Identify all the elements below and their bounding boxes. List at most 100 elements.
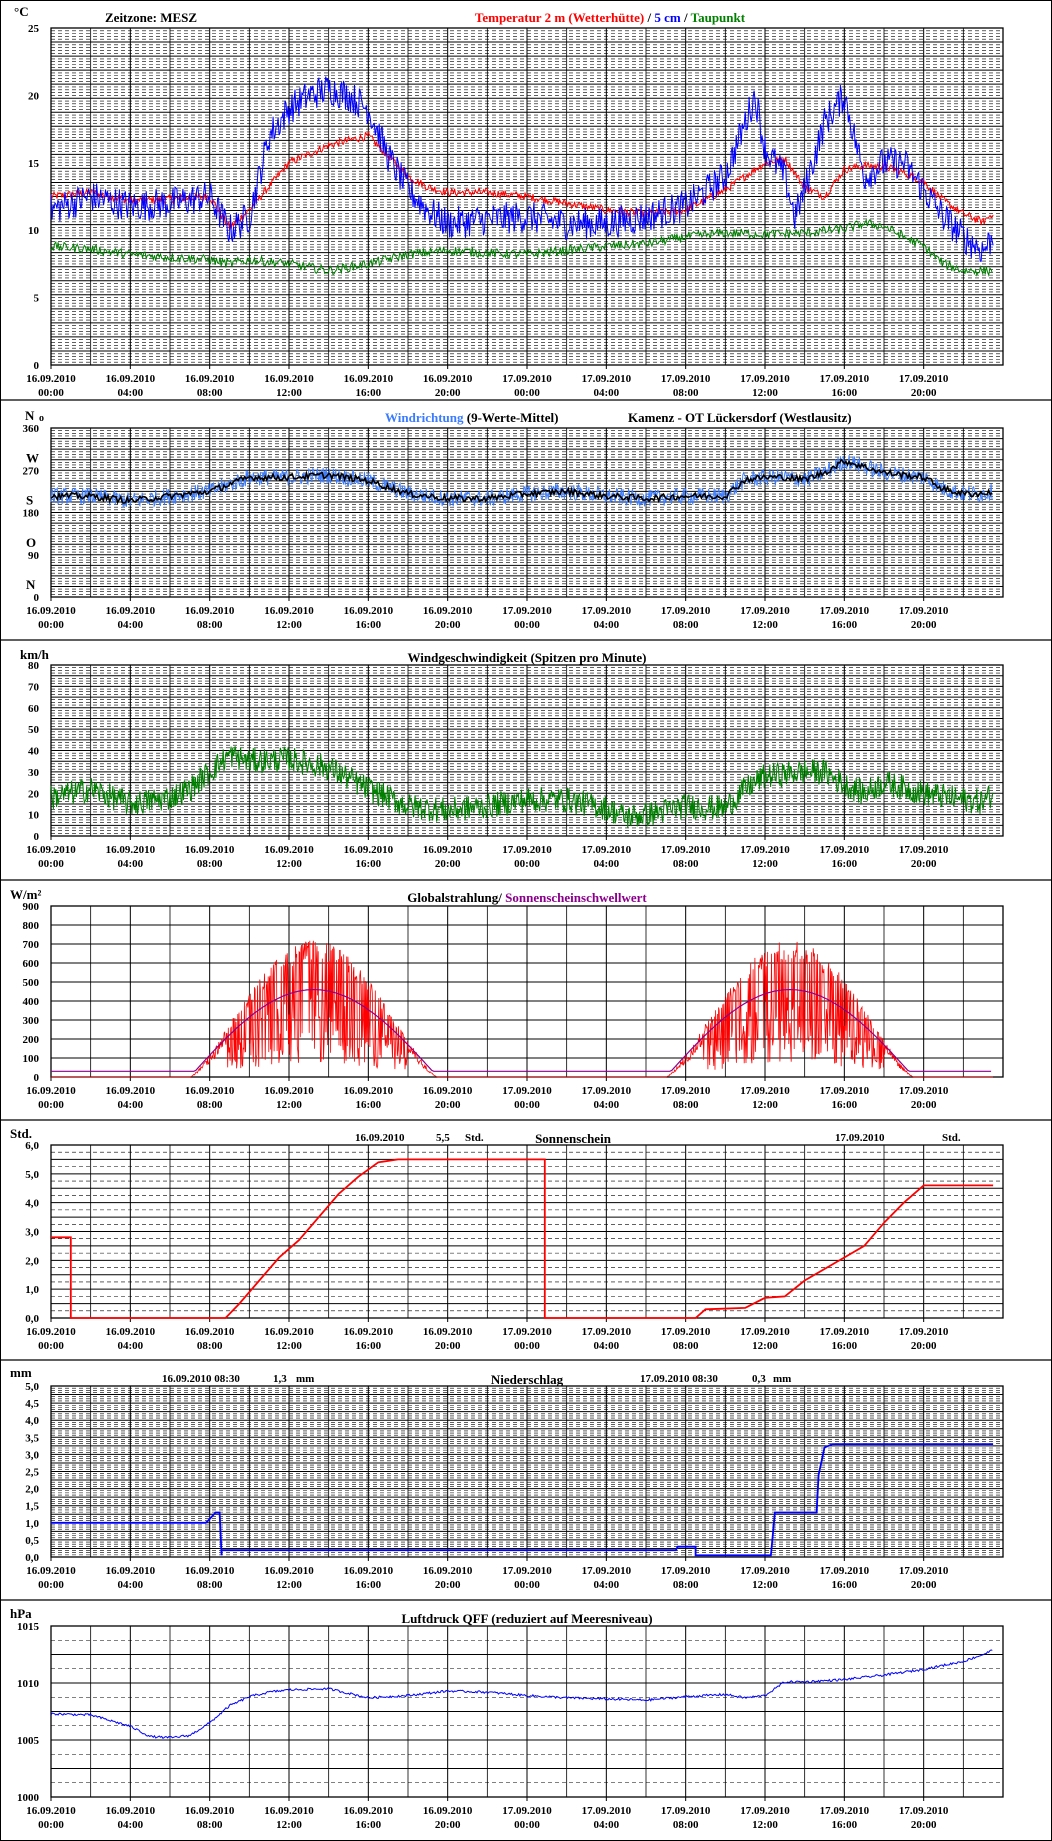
radiation-x-tick-date: 17.09.2010 bbox=[740, 1085, 790, 1097]
sunshine-x-tick-time: 16:00 bbox=[831, 1340, 857, 1352]
temp-y-tick-label: 5 bbox=[34, 293, 40, 305]
sunshine-x-tick-time: 04:00 bbox=[117, 1340, 143, 1352]
winddir-y-tick-label: 180 bbox=[23, 508, 40, 520]
precip-unit-label: mm bbox=[10, 1365, 32, 1380]
radiation-title: Globalstrahlung/ Sonnenscheinschwellwert bbox=[407, 890, 647, 905]
sunshine-y-tick-label: 3,0 bbox=[25, 1227, 39, 1239]
winddir-x-tick-time: 12:00 bbox=[276, 619, 302, 631]
wind-speed-chart: 16.09.2010 00:00 16.09.2010 04:00 16.09.2010… bbox=[20, 647, 1004, 870]
temp-series-red-line bbox=[50, 130, 994, 230]
winddir-x-tick-date: 17.09.2010 bbox=[820, 605, 870, 617]
winddir-x-tick-date: 17.09.2010 bbox=[740, 605, 790, 617]
precip-day1-label: 16.09.2010 08:30 bbox=[162, 1373, 240, 1385]
winddir-degree-mark: o bbox=[39, 413, 44, 424]
windspeed-x-tick-time: 04:00 bbox=[593, 858, 619, 870]
windspeed-x-tick-time: 00:00 bbox=[514, 858, 540, 870]
temp-x-tick-date: 16.09.2010 bbox=[264, 373, 314, 385]
sunshine-day1-date: 16.09.2010 bbox=[355, 1132, 405, 1144]
temp-x-tick-time: 08:00 bbox=[673, 387, 699, 399]
precip-x-tick-time: 08:00 bbox=[197, 1579, 223, 1591]
winddir-x-tick-date: 16.09.2010 bbox=[106, 605, 156, 617]
temp-title-part: 5 cm bbox=[654, 10, 681, 25]
precip-x-tick-date: 17.09.2010 bbox=[582, 1565, 632, 1577]
radiation-y-tick-label: 500 bbox=[23, 977, 40, 989]
sunshine-x-tick-time: 08:00 bbox=[673, 1340, 699, 1352]
winddir-x-tick-time: 16:00 bbox=[831, 619, 857, 631]
windspeed-x-tick-time: 16:00 bbox=[831, 858, 857, 870]
precip-y-tick-label: 4,5 bbox=[25, 1398, 39, 1410]
precip-x-tick-date: 17.09.2010 bbox=[502, 1565, 552, 1577]
windspeed-x-tick-time: 08:00 bbox=[673, 858, 699, 870]
temp-x-tick-date: 17.09.2010 bbox=[661, 373, 711, 385]
pressure-y-tick-label: 1005 bbox=[17, 1735, 40, 1747]
radiation-title-part: Globalstrahlung/ bbox=[407, 890, 502, 905]
winddir-x-tick-time: 16:00 bbox=[355, 619, 381, 631]
pressure-y-tick-label: 1000 bbox=[17, 1792, 40, 1804]
temp-x-tick-time: 08:00 bbox=[197, 387, 223, 399]
winddir-title-part: Windrichtung bbox=[385, 410, 464, 425]
temp-x-tick-time: 04:00 bbox=[593, 387, 619, 399]
pressure-x-tick-time: 20:00 bbox=[435, 1819, 461, 1831]
winddir-mean-line bbox=[50, 458, 993, 505]
precip-y-tick-label: 1,5 bbox=[25, 1501, 39, 1513]
windspeed-y-tick-label: 40 bbox=[28, 746, 40, 758]
pressure-y-tick-label: 1010 bbox=[17, 1678, 40, 1690]
winddir-x-tick-time: 08:00 bbox=[673, 619, 699, 631]
temp-x-tick-date: 17.09.2010 bbox=[740, 373, 790, 385]
radiation-x-tick-date: 16.09.2010 bbox=[423, 1085, 473, 1097]
pressure-x-tick-time: 04:00 bbox=[117, 1819, 143, 1831]
precip-x-tick-date: 17.09.2010 bbox=[899, 1565, 949, 1577]
windspeed-y-tick-label: 0 bbox=[34, 831, 40, 843]
precipitation-chart: 16.09.2010 00:00 16.09.2010 04:00 16.09.2010… bbox=[10, 1365, 1004, 1591]
precip-day2-value: 0,3 bbox=[752, 1373, 766, 1385]
sunshine-line bbox=[51, 1158, 994, 1319]
temp-series-green-line bbox=[50, 218, 993, 277]
temp-x-tick-date: 16.09.2010 bbox=[26, 373, 76, 385]
sunshine-day1-value: 5,5 bbox=[436, 1132, 450, 1144]
precip-x-tick-time: 16:00 bbox=[355, 1579, 381, 1591]
temp-x-tick-time: 12:00 bbox=[752, 387, 778, 399]
winddir-x-tick-time: 04:00 bbox=[117, 619, 143, 631]
radiation-y-tick-label: 600 bbox=[23, 958, 40, 970]
windspeed-x-tick-date: 17.09.2010 bbox=[502, 844, 552, 856]
temp-x-tick-date: 17.09.2010 bbox=[502, 373, 552, 385]
radiation-x-tick-date: 17.09.2010 bbox=[899, 1085, 949, 1097]
windspeed-title-part: Windgeschwindigkeit (Spitzen pro Minute) bbox=[408, 650, 647, 665]
temp-x-tick-date: 17.09.2010 bbox=[899, 373, 949, 385]
precip-day2-unit: mm bbox=[773, 1373, 791, 1385]
precip-x-tick-date: 16.09.2010 bbox=[423, 1565, 473, 1577]
precip-x-tick-date: 17.09.2010 bbox=[820, 1565, 870, 1577]
windspeed-x-tick-time: 08:00 bbox=[197, 858, 223, 870]
sunshine-x-tick-time: 00:00 bbox=[38, 1340, 64, 1352]
precip-x-tick-date: 16.09.2010 bbox=[264, 1565, 314, 1577]
sunshine-x-tick-time: 20:00 bbox=[435, 1340, 461, 1352]
winddir-y-tick-label: 270 bbox=[23, 465, 40, 477]
radiation-x-tick-date: 16.09.2010 bbox=[264, 1085, 314, 1097]
winddir-x-tick-time: 08:00 bbox=[197, 619, 223, 631]
sunshine-x-tick-time: 04:00 bbox=[593, 1340, 619, 1352]
sunshine-day2-date: 17.09.2010 bbox=[835, 1132, 885, 1144]
radiation-x-tick-time: 16:00 bbox=[831, 1099, 857, 1111]
sunshine-x-tick-date: 16.09.2010 bbox=[344, 1326, 394, 1338]
temp-y-tick-label: 15 bbox=[28, 158, 40, 170]
sunshine-y-tick-label: 4,0 bbox=[25, 1198, 39, 1210]
precip-y-tick-label: 3,0 bbox=[25, 1449, 39, 1461]
pressure-x-tick-date: 16.09.2010 bbox=[106, 1805, 156, 1817]
temp-unit-label: °C bbox=[14, 4, 29, 19]
radiation-unit-label: W/m² bbox=[10, 887, 41, 902]
radiation-x-tick-date: 17.09.2010 bbox=[502, 1085, 552, 1097]
winddir-n-label: N bbox=[25, 408, 35, 423]
precip-y-tick-label: 2,5 bbox=[25, 1467, 39, 1479]
winddir-raw-line bbox=[50, 454, 994, 508]
precip-x-tick-date: 17.09.2010 bbox=[740, 1565, 790, 1577]
temp-x-tick-time: 20:00 bbox=[435, 387, 461, 399]
pressure-x-tick-time: 16:00 bbox=[831, 1819, 857, 1831]
radiation-y-tick-label: 900 bbox=[23, 901, 40, 913]
winddir-y-tick-label: 360 bbox=[23, 423, 40, 435]
winddir-y-tick-label: 90 bbox=[28, 550, 40, 562]
windspeed-unit-label: km/h bbox=[20, 647, 50, 662]
winddir-x-tick-date: 16.09.2010 bbox=[185, 605, 235, 617]
precip-day1-unit: mm bbox=[296, 1373, 314, 1385]
precip-x-tick-date: 16.09.2010 bbox=[185, 1565, 235, 1577]
